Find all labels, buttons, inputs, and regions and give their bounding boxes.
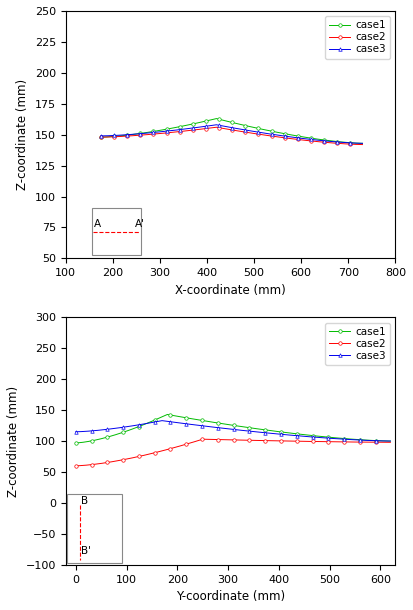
case2 <box>259 131 264 138</box>
case1 <box>337 138 342 145</box>
Bar <box>66 493 122 563</box>
case3 <box>360 140 365 147</box>
Text: A: A <box>94 219 101 229</box>
Legend: case1, case2, case3: case1, case2, case3 <box>325 16 390 59</box>
case1 <box>73 439 78 447</box>
case1 <box>254 124 259 132</box>
case1 <box>255 124 260 132</box>
case2 <box>98 134 103 141</box>
case2 <box>255 131 260 138</box>
case3 <box>98 132 103 140</box>
case3 <box>159 417 164 425</box>
case1 <box>100 134 104 141</box>
Line: case2: case2 <box>74 437 392 467</box>
case1 <box>339 435 344 442</box>
case3 <box>320 137 325 145</box>
case1 <box>388 437 393 445</box>
X-axis label: Y-coordinate (mm): Y-coordinate (mm) <box>176 590 285 603</box>
Line: case1: case1 <box>99 117 364 145</box>
case3 <box>360 437 365 444</box>
case2 <box>337 140 342 147</box>
case1 <box>214 115 219 122</box>
case3 <box>255 128 260 135</box>
case1 <box>360 436 365 443</box>
Y-axis label: Z-coordinate (mm): Z-coordinate (mm) <box>7 386 20 497</box>
case3 <box>261 429 266 436</box>
case3 <box>259 129 264 137</box>
case1 <box>262 426 267 433</box>
case2 <box>261 437 266 444</box>
Y-axis label: Z-coordinate (mm): Z-coordinate (mm) <box>16 79 29 190</box>
Bar <box>92 207 141 255</box>
case3 <box>100 132 104 140</box>
case2 <box>100 134 104 141</box>
Text: A': A' <box>135 219 145 229</box>
case3 <box>339 436 344 443</box>
case2 <box>214 124 219 131</box>
case2 <box>320 138 325 146</box>
case2 <box>201 436 206 443</box>
Line: case2: case2 <box>99 126 364 146</box>
case1 <box>98 134 103 141</box>
case2 <box>360 439 365 446</box>
case3 <box>388 437 393 445</box>
Text: B': B' <box>81 546 91 556</box>
case2 <box>360 141 365 148</box>
case1 <box>267 427 272 434</box>
case3 <box>254 128 259 135</box>
Line: case3: case3 <box>99 123 364 145</box>
case2 <box>339 438 344 445</box>
case2 <box>73 462 78 470</box>
case3 <box>74 428 79 436</box>
case1 <box>320 136 325 143</box>
case1 <box>261 426 266 433</box>
X-axis label: X-coordinate (mm): X-coordinate (mm) <box>175 284 286 296</box>
case1 <box>360 140 365 147</box>
case2 <box>267 437 272 444</box>
Line: case3: case3 <box>74 419 392 443</box>
case2 <box>74 462 79 470</box>
case1 <box>259 126 264 133</box>
case2 <box>388 439 393 446</box>
case2 <box>254 130 259 137</box>
case3 <box>267 429 272 437</box>
case3 <box>337 138 342 146</box>
Legend: case1, case2, case3: case1, case2, case3 <box>325 323 390 365</box>
case3 <box>262 429 267 436</box>
Text: B: B <box>81 496 88 506</box>
Line: case1: case1 <box>74 413 392 445</box>
case1 <box>165 411 170 418</box>
case3 <box>73 428 78 436</box>
case2 <box>262 437 267 444</box>
case3 <box>214 121 219 129</box>
case1 <box>74 439 79 447</box>
